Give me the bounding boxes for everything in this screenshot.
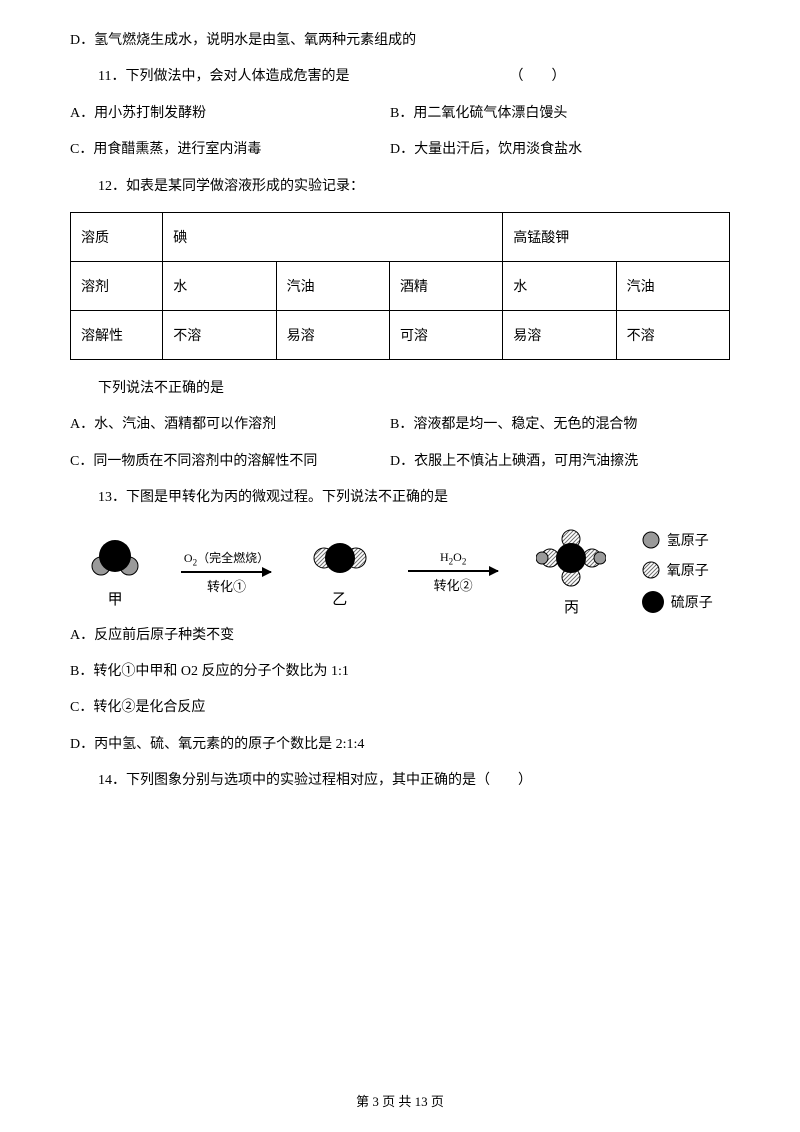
- legend-h: 氢原子: [667, 530, 709, 550]
- molecule-jia: 甲: [87, 536, 143, 609]
- cell: 酒精: [389, 261, 502, 310]
- cell: 不溶: [163, 310, 276, 359]
- molecule-bing: 丙: [536, 528, 606, 617]
- table-row: 溶剂 水 汽油 酒精 水 汽油: [71, 261, 730, 310]
- page-footer: 第 3 页 共 13 页: [0, 1091, 800, 1110]
- cell: 可溶: [389, 310, 502, 359]
- cell: 汽油: [276, 261, 389, 310]
- legend: 氢原子 氧原子 硫原子: [641, 530, 713, 614]
- q11-option-b: B．用二氧化硫气体漂白馒头: [390, 103, 567, 125]
- q12-table: 溶质 碘 高锰酸钾 溶剂 水 汽油 酒精 水 汽油 溶解性 不溶 易溶 可溶 易…: [70, 212, 730, 360]
- cell: 汽油: [616, 261, 729, 310]
- q14-stem: 14．下列图象分别与选项中的实验过程相对应，其中正确的是（ ）: [70, 770, 730, 792]
- arrow2-sub2: 2: [462, 557, 467, 567]
- q13-stem: 13．下图是甲转化为丙的微观过程。下列说法不正确的是: [70, 487, 730, 509]
- label-yi: 乙: [332, 588, 347, 609]
- q13-option-c: C．转化②是化合反应: [70, 697, 730, 719]
- q13-diagram: 甲 O2（完全燃烧） 转化① 乙 H2O2 转化②: [70, 528, 730, 617]
- table-row: 溶解性 不溶 易溶 可溶 易溶 不溶: [71, 310, 730, 359]
- q13-option-d: D．丙中氢、硫、氧元素的的原子个数比是 2:1:4: [70, 734, 730, 756]
- legend-o: 氧原子: [667, 560, 709, 580]
- cell: 水: [503, 261, 616, 310]
- arrow-1: O2（完全燃烧） 转化①: [181, 549, 271, 594]
- cell: 高锰酸钾: [503, 212, 730, 261]
- legend-s: 硫原子: [671, 592, 713, 612]
- q12-option-d: D．衣服上不慎沾上碘酒，可用汽油擦洗: [390, 451, 638, 473]
- label-bing: 丙: [564, 596, 579, 617]
- q11-stem: 11．下列做法中，会对人体造成危害的是: [98, 66, 349, 88]
- q12-substem: 下列说法不正确的是: [70, 378, 730, 400]
- q12-option-c: C．同一物质在不同溶剂中的溶解性不同: [70, 451, 390, 473]
- arrow2-bottom: 转化②: [434, 575, 473, 594]
- q13-option-a: A．反应前后原子种类不变: [70, 625, 730, 647]
- arrow-2: H2O2 转化②: [408, 550, 498, 593]
- legend-s-icon: [641, 590, 665, 614]
- cell: 不溶: [616, 310, 729, 359]
- arrow2-o: O: [453, 550, 462, 564]
- legend-h-icon: [641, 530, 661, 550]
- molecule-yi-icon: [310, 536, 370, 580]
- footer-post: 页: [428, 1094, 444, 1109]
- arrow1-bottom: 转化①: [207, 576, 246, 595]
- label-jia: 甲: [108, 588, 123, 609]
- cell: 易溶: [503, 310, 616, 359]
- table-row: 溶质 碘 高锰酸钾: [71, 212, 730, 261]
- q12-option-a: A．水、汽油、酒精都可以作溶剂: [70, 414, 390, 436]
- q11-option-c: C．用食醋熏蒸，进行室内消毒: [70, 139, 390, 161]
- arrow1-after: （完全燃烧）: [197, 551, 269, 565]
- q12-option-b: B．溶液都是均一、稳定、无色的混合物: [390, 414, 637, 436]
- cell: 水: [163, 261, 276, 310]
- q10-option-d: D．氢气燃烧生成水，说明水是由氢、氧两种元素组成的: [70, 30, 730, 52]
- q12-stem: 12．如表是某同学做溶液形成的实验记录：: [70, 176, 730, 198]
- cell: 溶质: [71, 212, 163, 261]
- legend-o-icon: [641, 560, 661, 580]
- cell: 易溶: [276, 310, 389, 359]
- q11-option-d: D．大量出汗后，饮用淡食盐水: [390, 139, 582, 161]
- arrow1-o: O: [184, 551, 193, 565]
- footer-pre: 第: [356, 1094, 372, 1109]
- cell: 碘: [163, 212, 503, 261]
- q11-paren: （ ）: [509, 66, 565, 88]
- footer-mid: 页 共: [379, 1094, 415, 1109]
- arrow2-h: H: [440, 550, 449, 564]
- footer-total: 13: [415, 1094, 428, 1109]
- molecule-jia-icon: [87, 536, 143, 580]
- molecule-yi: 乙: [310, 536, 370, 609]
- cell: 溶剂: [71, 261, 163, 310]
- q11-option-a: A．用小苏打制发酵粉: [70, 103, 390, 125]
- q13-option-b: B．转化①中甲和 O2 反应的分子个数比为 1:1: [70, 661, 730, 683]
- molecule-bing-icon: [536, 528, 606, 588]
- cell: 溶解性: [71, 310, 163, 359]
